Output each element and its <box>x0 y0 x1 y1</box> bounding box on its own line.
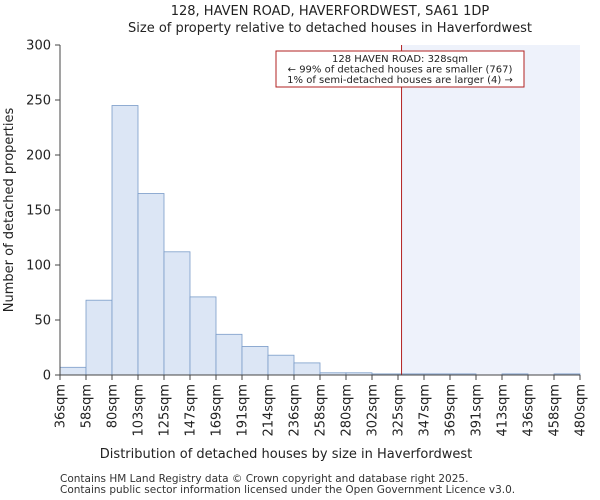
annotation-line-3: 1% of semi-detached houses are larger (4… <box>287 75 513 86</box>
x-tick-label: 347sqm <box>418 384 433 437</box>
y-tick-label: 250 <box>26 94 51 109</box>
bar-169sqm <box>215 333 243 376</box>
y-axis-ticks: 0 50 100 150 200 250 300 <box>26 39 60 384</box>
chart-subtitle: Size of property relative to detached ho… <box>128 21 532 36</box>
chart-title: 128, HAVEN ROAD, HAVERFORDWEST, SA61 1DP <box>171 4 490 19</box>
x-tick-label: 480sqm <box>574 384 589 437</box>
y-tick-label: 100 <box>26 259 51 274</box>
x-tick-label: 169sqm <box>210 384 225 437</box>
y-tick-label: 300 <box>26 39 51 54</box>
x-tick-label: 125sqm <box>158 384 173 437</box>
x-axis-label: Distribution of detached houses by size … <box>100 447 472 462</box>
bar-236sqm <box>293 362 321 376</box>
bar-191sqm <box>241 345 269 376</box>
x-tick-label: 36sqm <box>54 384 69 428</box>
bar-103sqm <box>137 193 165 376</box>
footer-line-2: Contains public sector information licen… <box>60 484 516 496</box>
x-tick-label: 458sqm <box>548 384 563 437</box>
x-axis-ticks: 36sqm 58sqm 80sqm 103sqm 125sqm 147sqm 169sqm 1… <box>54 375 589 437</box>
annotation-line-2: ← 99% of detached houses are smaller (76… <box>288 65 513 76</box>
bar-58sqm <box>85 299 113 376</box>
x-tick-label: 258sqm <box>314 384 329 437</box>
x-tick-label: 280sqm <box>340 384 355 437</box>
x-tick-label: 80sqm <box>106 384 121 428</box>
x-tick-label: 369sqm <box>444 384 459 437</box>
x-tick-label: 436sqm <box>522 384 537 437</box>
footer-line-1: Contains HM Land Registry data © Crown c… <box>60 473 469 485</box>
x-tick-label: 103sqm <box>132 384 147 437</box>
x-tick-label: 214sqm <box>262 384 277 437</box>
x-tick-label: 413sqm <box>496 384 511 437</box>
bar-36sqm <box>59 366 87 376</box>
annotation-line-1: 128 HAVEN ROAD: 328sqm <box>332 54 468 65</box>
annotation-frame <box>275 50 525 88</box>
bar-125sqm <box>163 251 191 376</box>
x-tick-label: 58sqm <box>80 384 95 428</box>
x-tick-label: 302sqm <box>366 384 381 437</box>
y-tick-label: 0 <box>43 369 51 384</box>
x-tick-label: 391sqm <box>470 384 485 437</box>
y-tick-label: 150 <box>26 204 51 219</box>
bar-80sqm <box>111 105 139 376</box>
x-tick-label: 191sqm <box>236 384 251 437</box>
x-tick-label: 236sqm <box>288 384 303 437</box>
larger-size-highlight <box>401 45 580 375</box>
y-axis-label: Number of detached properties <box>2 108 17 313</box>
bar-147sqm <box>189 296 217 376</box>
x-tick-label: 325sqm <box>392 384 407 437</box>
y-tick-label: 200 <box>26 149 51 164</box>
y-tick-label: 50 <box>34 314 51 329</box>
bars-group <box>59 105 581 376</box>
bar-214sqm <box>267 354 295 376</box>
annotation-box: 128 HAVEN ROAD: 328sqm ← 99% of detached… <box>275 50 525 88</box>
x-tick-label: 147sqm <box>184 384 199 437</box>
